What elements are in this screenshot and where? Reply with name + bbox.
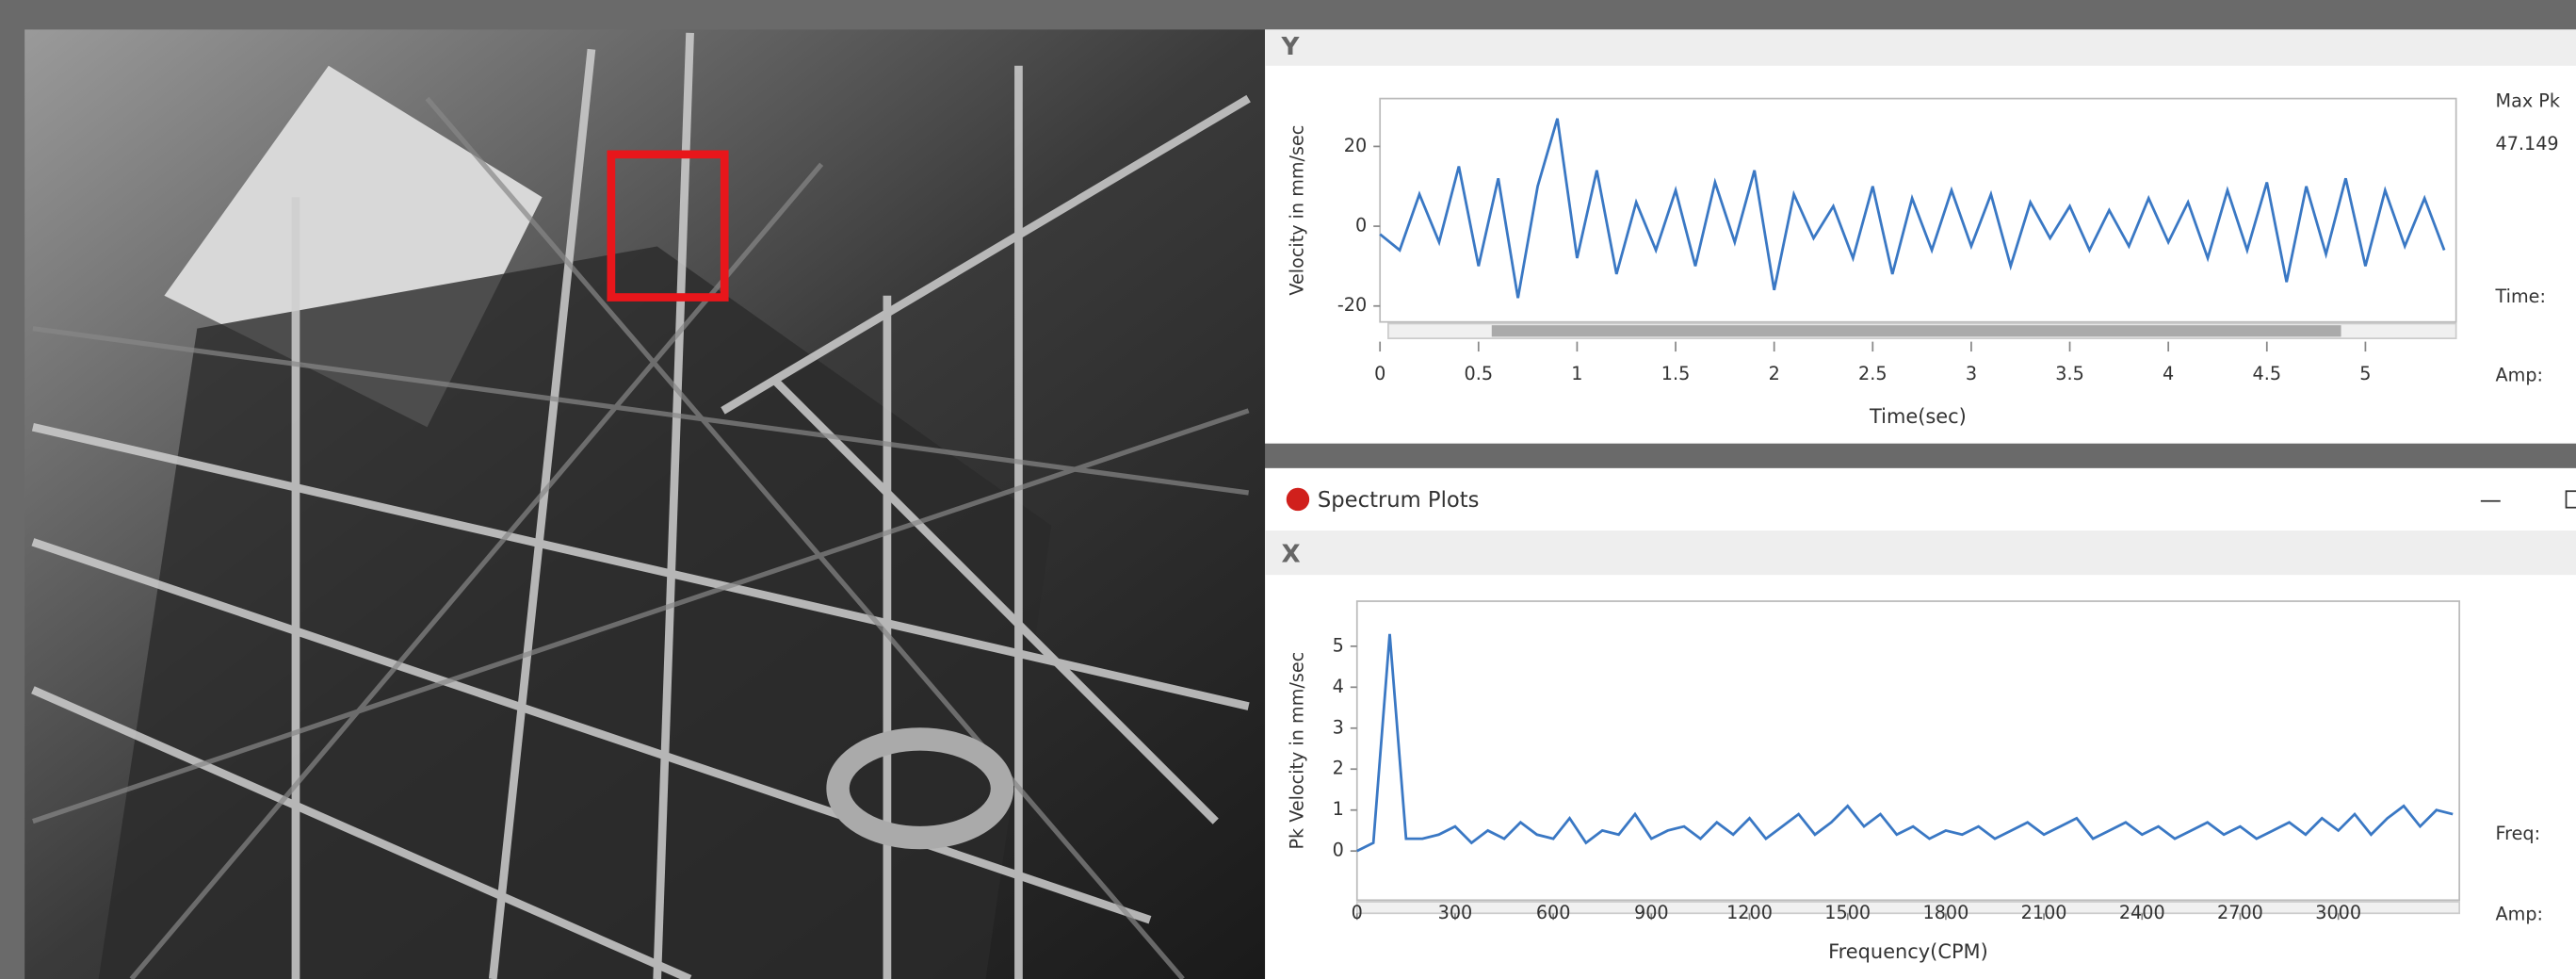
x-tick-label: 900 (1634, 902, 1669, 923)
x-tick-label: 3 (1966, 363, 1977, 384)
max-pk-value: 47.149 (2496, 133, 2559, 155)
data-line (1356, 633, 2454, 853)
x-axis-title: Time(sec) (1869, 405, 1967, 428)
x-tick-label: 1200 (1726, 902, 1773, 923)
spectrum-window: Spectrum Plots X Freq: Amp: (1265, 467, 2576, 979)
x-tick-label: 3000 (2315, 902, 2361, 923)
maximize-button[interactable] (2565, 490, 2576, 509)
roi-box[interactable] (607, 150, 729, 302)
camera-photo (24, 29, 1266, 979)
x-tick-label: 4.5 (2253, 363, 2282, 384)
x-tick-label: 600 (1536, 902, 1571, 923)
scroll-thumb[interactable] (1491, 325, 2341, 337)
window-title: Spectrum Plots (1318, 488, 1480, 513)
y-axis-title: Velocity in mm/sec (1286, 125, 1307, 296)
plot-frame (1379, 97, 2457, 323)
y-tick-label: 2 (1333, 758, 1344, 779)
amp-label: Amp: (2496, 904, 2543, 925)
x-tick-label: 0 (1352, 902, 1363, 923)
y-tick-label: 4 (1333, 676, 1344, 697)
max-pk-label: Max Pk (2496, 90, 2561, 112)
x-tick-label: 1800 (1922, 902, 1968, 923)
y-tick-label: 0 (1355, 215, 1367, 237)
amp-label: Amp: (2496, 365, 2543, 386)
x-tick-label: 0 (1374, 363, 1385, 384)
x-tick-label: 4 (2163, 363, 2174, 384)
x-axis-title: Frequency(CPM) (1828, 940, 1988, 963)
x-tick-label: 2100 (2021, 902, 2067, 923)
x-tick-label: 3.5 (2055, 363, 2084, 384)
x-tick-label: 5 (2359, 363, 2371, 384)
time-label: Time: (2495, 286, 2546, 307)
x-tick-label: 0.5 (1465, 363, 1494, 384)
x-tick-label: 1500 (1824, 902, 1871, 923)
channel-label: X (1282, 541, 1301, 569)
freq-label: Freq: (2496, 823, 2541, 844)
x-tick-label: 2 (1769, 363, 1780, 384)
x-tick-label: 2.5 (1858, 363, 1887, 384)
scrollbar[interactable] (1355, 901, 2461, 915)
x-tick-label: 2400 (2119, 902, 2165, 923)
y-tick-label: 20 (1344, 135, 1367, 156)
channel-label: Y (1281, 33, 1301, 61)
y-axis-title: Pk Velocity in mm/sec (1286, 652, 1307, 850)
y-tick-label: 0 (1333, 840, 1344, 861)
time-window: Y Max Pk 47.149 Time: Amp: (1265, 29, 2576, 444)
x-tick-label: 2700 (2217, 902, 2263, 923)
x-tick-label: 1.5 (1661, 363, 1691, 384)
y-tick-label: 1 (1333, 798, 1344, 820)
y-tick-label: 5 (1333, 634, 1344, 656)
x-tick-label: 1 (1571, 363, 1582, 384)
plot-frame (1355, 600, 2461, 902)
y-tick-label: -20 (1337, 294, 1367, 316)
y-tick-label: 3 (1333, 716, 1344, 738)
x-tick-label: 300 (1438, 902, 1473, 923)
data-line (1379, 118, 2446, 299)
